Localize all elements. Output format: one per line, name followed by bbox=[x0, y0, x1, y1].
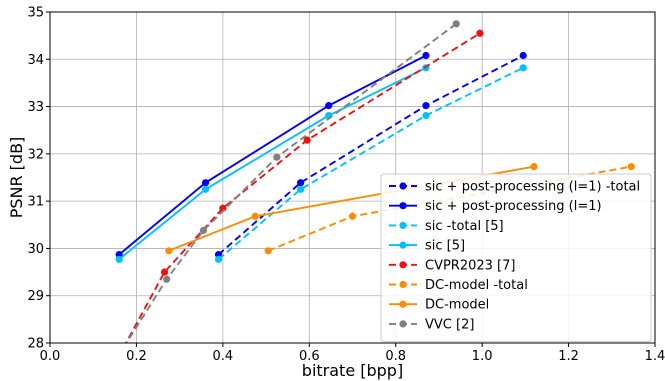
series-line bbox=[125, 23, 457, 343]
legend-label: DC-model -total bbox=[425, 278, 528, 293]
data-point bbox=[214, 255, 223, 263]
y-tick-label: 32 bbox=[27, 147, 44, 162]
data-point bbox=[201, 179, 210, 187]
data-point bbox=[325, 102, 333, 110]
data-point bbox=[297, 185, 305, 193]
legend-label: sic [5] bbox=[425, 239, 465, 254]
series-line bbox=[217, 66, 524, 261]
legend-item: DC-model bbox=[389, 298, 489, 313]
series bbox=[214, 64, 527, 263]
series-line bbox=[217, 54, 524, 256]
series bbox=[124, 29, 484, 343]
y-tick-label: 31 bbox=[27, 195, 44, 210]
data-point bbox=[303, 136, 311, 144]
data-point bbox=[201, 185, 210, 193]
data-point bbox=[251, 212, 259, 220]
legend-marker bbox=[399, 202, 407, 210]
data-point bbox=[160, 268, 169, 276]
x-tick-label: 1.0 bbox=[472, 349, 493, 364]
legend-label: sic + post-processing (l=1) -total bbox=[425, 180, 640, 195]
legend-item: DC-model -total bbox=[389, 278, 528, 293]
data-point bbox=[264, 247, 272, 255]
legend-item: sic + post-processing (l=1) bbox=[389, 199, 602, 214]
y-tick-label: 30 bbox=[27, 242, 44, 257]
legend-label: sic -total [5] bbox=[425, 219, 504, 234]
ticks: 0.0 0.2 0.4 0.6 0.8 1.0 1.2 1.4 28 29 30 31 32 33 34 35 bbox=[27, 6, 665, 365]
legend-marker bbox=[399, 280, 407, 289]
legend-item: VVC [2] bbox=[389, 317, 474, 332]
data-point bbox=[519, 51, 527, 60]
y-tick-label: 34 bbox=[27, 53, 44, 68]
legend-marker bbox=[399, 241, 407, 249]
legend: sic + post-processing (l=1) -total sic + … bbox=[380, 173, 652, 343]
data-point bbox=[165, 247, 173, 255]
series bbox=[115, 51, 430, 259]
legend-marker bbox=[399, 261, 407, 269]
y-tick-label: 29 bbox=[27, 289, 44, 304]
x-tick-label: 0.4 bbox=[213, 349, 234, 364]
legend-label: CVPR2023 [7] bbox=[425, 258, 515, 273]
legend-marker bbox=[399, 182, 407, 190]
legend-marker bbox=[399, 300, 407, 308]
data-point bbox=[348, 212, 357, 220]
series-line bbox=[118, 66, 427, 261]
y-axis-label: PSNR [dB] bbox=[7, 137, 26, 219]
legend-label: sic + post-processing (l=1) bbox=[425, 199, 602, 214]
data-point bbox=[422, 111, 430, 120]
x-axis-label: bitrate [bpp] bbox=[302, 361, 403, 380]
legend-item: sic [5] bbox=[389, 239, 465, 254]
legend-label: VVC [2] bbox=[425, 317, 474, 332]
data-point bbox=[115, 255, 123, 263]
data-point bbox=[519, 64, 527, 72]
data-point bbox=[476, 29, 484, 37]
data-point bbox=[297, 179, 305, 187]
data-point bbox=[163, 275, 171, 283]
x-tick-label: 0.6 bbox=[299, 349, 320, 364]
series bbox=[125, 20, 460, 343]
legend-marker bbox=[399, 221, 407, 229]
data-point bbox=[273, 153, 281, 161]
data-point bbox=[627, 163, 635, 171]
legend-item: CVPR2023 [7] bbox=[389, 258, 515, 273]
axes-frame bbox=[49, 11, 656, 344]
legend-marker bbox=[399, 320, 407, 328]
legend-item: sic + post-processing (l=1) -total bbox=[389, 180, 640, 195]
series-line bbox=[118, 54, 427, 256]
legend-label: DC-model bbox=[425, 298, 489, 313]
series-line bbox=[124, 32, 481, 343]
x-tick-label: 0.2 bbox=[126, 349, 147, 364]
x-tick-label: 1.4 bbox=[645, 349, 665, 364]
data-point bbox=[530, 163, 538, 171]
data-point bbox=[452, 20, 460, 28]
y-tick-label: 35 bbox=[27, 6, 44, 21]
x-tick-label: 0.8 bbox=[385, 349, 406, 364]
data-point bbox=[199, 226, 208, 235]
data-point bbox=[422, 102, 430, 110]
legend-item: sic -total [5] bbox=[389, 219, 504, 234]
legend-box bbox=[380, 173, 652, 343]
y-tick-label: 33 bbox=[27, 100, 44, 115]
y-tick-label: 28 bbox=[27, 337, 44, 352]
x-tick-label: 1.2 bbox=[558, 349, 579, 364]
data-point bbox=[422, 51, 430, 60]
x-tick-label: 0.0 bbox=[40, 349, 61, 364]
series-layer bbox=[115, 20, 635, 343]
